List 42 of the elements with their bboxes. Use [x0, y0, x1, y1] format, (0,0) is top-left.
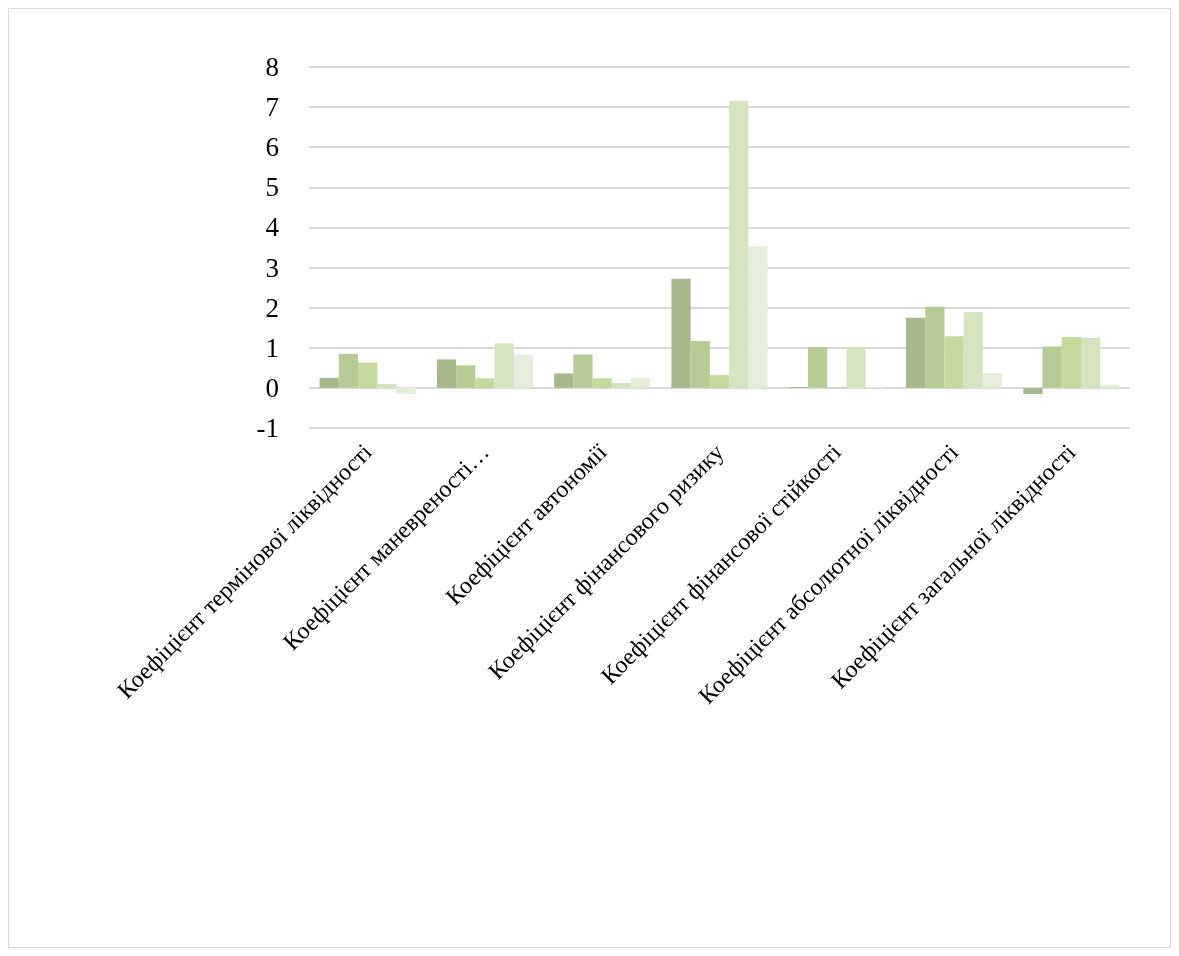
y-tick-label: 2: [265, 292, 279, 323]
bar: [475, 378, 495, 388]
bar: [338, 353, 359, 388]
bar: [396, 387, 416, 394]
bar: [671, 278, 691, 388]
bar: [748, 246, 768, 388]
bar: [690, 340, 710, 388]
y-tick-label: 0: [265, 372, 279, 403]
bar: [319, 377, 339, 388]
bar: [513, 354, 534, 388]
y-tick-label: 5: [265, 172, 279, 203]
bar: [592, 378, 612, 388]
y-tick-label: 4: [265, 212, 280, 243]
y-tick-label: -1: [256, 413, 279, 443]
bar: [494, 343, 514, 388]
bar: [573, 354, 593, 388]
bar: [358, 362, 378, 388]
y-tick-label: 7: [265, 92, 279, 123]
bar: [436, 359, 457, 388]
bar: [377, 383, 397, 388]
bar: [1061, 336, 1081, 388]
y-tick-label: 1: [265, 332, 279, 363]
bar: [846, 346, 866, 388]
y-tick-label: 3: [265, 252, 279, 283]
bar: [554, 373, 574, 388]
bar: [1100, 384, 1120, 388]
bar: [1080, 337, 1101, 388]
bar: [611, 383, 632, 388]
bar: [807, 346, 828, 388]
bar: [709, 375, 730, 388]
bar: [1042, 346, 1062, 388]
bar: [1023, 387, 1043, 394]
bar: [456, 365, 476, 388]
bar: [982, 373, 1003, 388]
y-tick-label: 8: [265, 52, 279, 82]
bar: [905, 317, 926, 388]
bar: [925, 306, 945, 388]
y-tick-label: 6: [265, 132, 279, 163]
bar: [729, 100, 749, 388]
bar: [963, 312, 983, 388]
bar: [631, 377, 651, 388]
bar: [944, 336, 964, 388]
